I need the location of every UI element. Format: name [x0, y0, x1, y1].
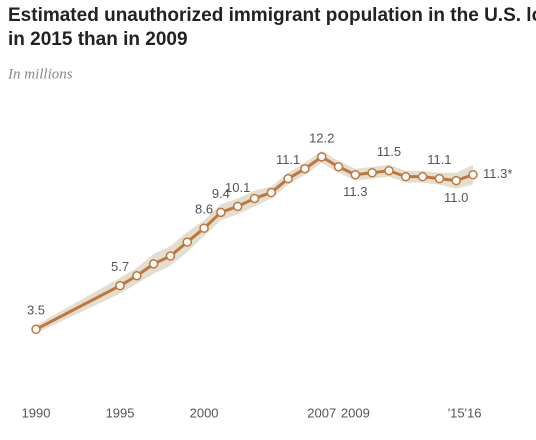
chart-title: Estimated unauthorized immigrant populat… — [8, 5, 536, 50]
chart-subtitle: In millions — [7, 66, 73, 82]
value-label: 11.1 — [276, 152, 300, 167]
value-label: 11.3* — [483, 166, 512, 181]
point — [451, 175, 461, 186]
point — [216, 207, 226, 218]
value-label: 11.1 — [427, 152, 451, 167]
point — [417, 171, 428, 182]
value-label: 12.2 — [309, 130, 334, 145]
point — [182, 237, 193, 247]
value-label: 11.0 — [444, 190, 468, 205]
x-tick-label: 2009 — [341, 405, 370, 420]
value-label: 5.7 — [111, 259, 129, 274]
point — [367, 167, 377, 178]
value-label: 8.6 — [195, 202, 213, 217]
x-tick-label: 1990 — [22, 405, 51, 420]
point — [333, 162, 344, 172]
value-label: 3.5 — [27, 303, 45, 318]
point — [384, 165, 394, 176]
value-label: 9.4 — [212, 186, 230, 201]
point — [283, 173, 293, 184]
value-label: 10.1 — [225, 180, 250, 195]
x-tick-label: 1995 — [106, 405, 135, 420]
point — [31, 324, 41, 335]
point — [132, 271, 142, 281]
point — [434, 173, 445, 184]
point — [350, 169, 361, 180]
x-tick-label: 2000 — [190, 405, 219, 420]
x-tick-label: '15 — [448, 405, 465, 420]
x-tick-label: 2007 — [307, 405, 336, 420]
point — [266, 187, 277, 198]
point — [165, 251, 176, 261]
point — [468, 169, 478, 180]
value-label: 11.5 — [377, 144, 401, 159]
point — [148, 259, 159, 269]
point — [316, 152, 327, 162]
point — [115, 280, 125, 291]
point — [232, 201, 243, 212]
point — [300, 163, 310, 174]
x-tick-label: '16 — [465, 405, 482, 420]
value-label: 11.3 — [343, 184, 367, 199]
point — [249, 193, 260, 204]
point — [199, 223, 209, 233]
point — [401, 171, 411, 182]
line — [35, 155, 474, 331]
